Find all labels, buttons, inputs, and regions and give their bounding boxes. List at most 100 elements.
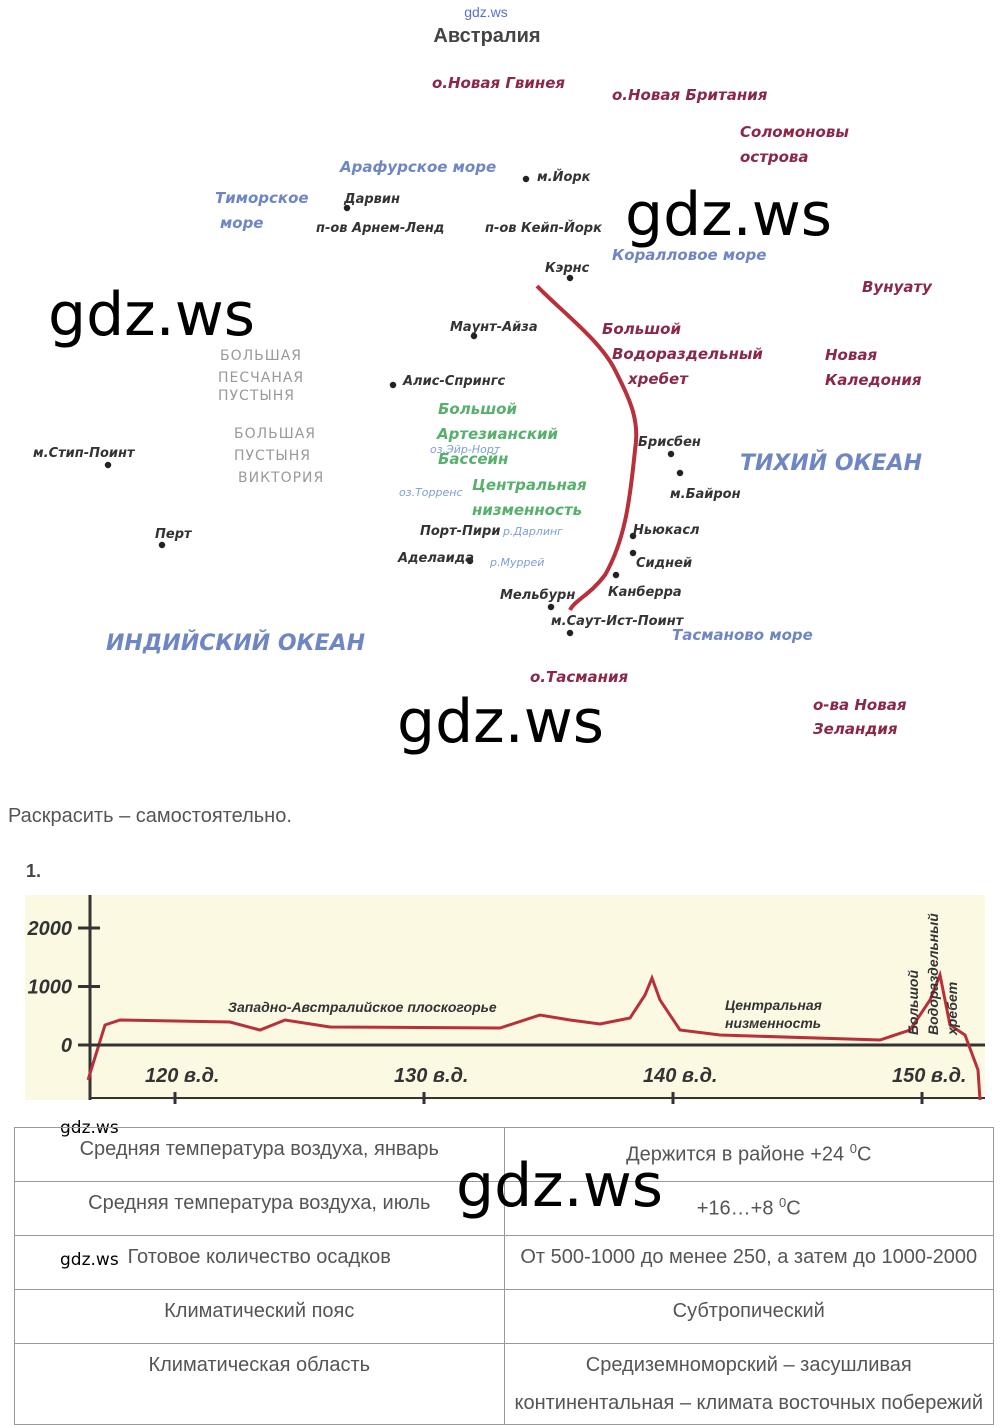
cell-line: континентальная – климата восточных побе…: [509, 1384, 990, 1422]
map-label: Водораздельный: [612, 345, 763, 363]
map-label: Зеландия: [813, 720, 898, 738]
map-label: Каледония: [825, 371, 922, 389]
city-dot: [628, 548, 638, 558]
cell: Держится в районе +24 0С: [503, 1127, 994, 1182]
map-label: низменность: [472, 501, 582, 519]
x-tick-label: 120 в.д.: [145, 1065, 219, 1087]
profile-label: Западно-Австралийское плоскогорье: [228, 999, 497, 1015]
cell-text: От 500-1000 до менее 250, а затем до 100…: [520, 1246, 978, 1268]
city-dot: [628, 531, 638, 541]
map-label: о.Тасмания: [530, 668, 629, 686]
map-label: Большой: [602, 320, 681, 338]
cell-text: Средняя температура воздуха, июль: [88, 1192, 431, 1214]
row: Готовое количество осадков От 500-1000 до…: [14, 1235, 994, 1290]
map-label: п-ов Кейп-Йорк: [485, 220, 603, 236]
cell-line: Субтропический: [509, 1292, 990, 1330]
cell: Субтропический: [503, 1289, 994, 1344]
map-label: ИНДИЙСКИЙ ОКЕАН: [106, 630, 365, 656]
city-dot: [469, 331, 479, 341]
watermark: gdz.ws: [48, 280, 255, 350]
map-label: острова: [740, 148, 809, 166]
map-label: м.Саут-Ист-Поинт: [551, 614, 685, 629]
task-number: 1.: [26, 861, 41, 881]
map-label: БОЛЬШАЯ: [220, 348, 302, 364]
watermark: gdz.ws: [397, 687, 604, 757]
map-label: Арафурское море: [339, 158, 496, 176]
cell-text: Климатический пояс: [164, 1300, 355, 1322]
cell-text: Климатическая область: [148, 1354, 371, 1376]
map-label: Маунт-Айза: [450, 320, 538, 335]
city-dot: [565, 628, 575, 638]
map-label: Кэрнс: [545, 261, 590, 276]
city-dot: [521, 174, 531, 184]
map-label: о.Новая Гвинея: [432, 74, 565, 92]
map-label: Коралловое море: [612, 246, 766, 264]
cell-line: +16…+8 0С: [509, 1184, 990, 1228]
cell-text: Субтропический: [672, 1300, 825, 1322]
map-label: ПУСТЫНЯ: [234, 448, 311, 464]
y-tick-label: 2000: [27, 918, 73, 940]
y-tick-label: 0: [61, 1035, 72, 1057]
map: о.Новая Гвинея о.Новая Британия Соломоновы…: [33, 74, 933, 738]
row: Климатическая область Средиземноморский –…: [14, 1343, 994, 1425]
row: Средняя температура воздуха, июль +16…+8 …: [14, 1181, 994, 1236]
map-label: Порт-Пири: [420, 524, 500, 539]
city-dot: [342, 203, 352, 213]
city-dot: [546, 602, 556, 612]
map-label: Артезианский: [436, 425, 559, 443]
map-label: Большой: [438, 400, 517, 418]
cell-line: Климатическая область: [19, 1346, 500, 1384]
climate-table: Средняя температура воздуха, январь Держи…: [14, 1127, 994, 1425]
site-link[interactable]: gdz.ws: [464, 4, 508, 20]
profile-label: Центральная: [725, 997, 822, 1013]
cell-line: Средняя температура воздуха, июль: [19, 1184, 500, 1222]
cell-line: Держится в районе +24 0С: [509, 1130, 990, 1174]
superscript: 0: [779, 1195, 787, 1210]
city-dot: [388, 380, 398, 390]
superscript: 0: [849, 1141, 857, 1156]
cell-text: С: [856, 1143, 872, 1166]
map-label: море: [220, 214, 263, 232]
map-label: оз.Эйр-Норт: [430, 443, 501, 456]
map-label: Перт: [155, 527, 193, 542]
row: Средняя температура воздуха, январь Держи…: [14, 1127, 994, 1182]
cell-line: Готовое количество осадков: [19, 1238, 500, 1276]
row: Климатический пояс Субтропический: [14, 1289, 994, 1344]
map-label: Канберра: [608, 585, 682, 600]
cell: От 500-1000 до менее 250, а затем до 100…: [503, 1235, 994, 1290]
instruction: Раскрасить – самостоятельно.: [8, 805, 292, 827]
cell-text: Держится в районе +24: [626, 1143, 850, 1166]
elevation-profile: [86, 969, 982, 1101]
city-dot: [157, 540, 167, 550]
map-label: Центральная: [472, 476, 587, 494]
city-dot: [465, 556, 475, 566]
city-dot: [565, 273, 575, 283]
profile-label: Водораздельный: [925, 913, 941, 1035]
x-tick-label: 140 в.д.: [643, 1065, 717, 1087]
cell-line: Средиземноморский – засушливая: [509, 1346, 990, 1384]
map-label: Дарвин: [343, 192, 400, 207]
city-dot: [675, 468, 685, 478]
map-label: Бассейн: [438, 450, 508, 468]
x-tick-label: 130 в.д.: [394, 1065, 468, 1087]
cell-line: Средняя температура воздуха, январь: [19, 1130, 500, 1168]
cell-line: От 500-1000 до менее 250, а затем до 100…: [509, 1238, 990, 1276]
map-label: Тасманово море: [672, 626, 813, 644]
cell-text: С: [786, 1197, 801, 1220]
map-label: Мельбурн: [500, 588, 575, 603]
map-label: р.Дарлинг: [502, 525, 563, 538]
map-label: ВИКТОРИЯ: [238, 470, 324, 486]
cell: Готовое количество осадков: [14, 1235, 505, 1290]
map-label: Сидней: [636, 556, 692, 571]
cell: Климатический пояс: [14, 1289, 505, 1344]
map-label: ПЕСЧАНАЯ: [218, 370, 304, 386]
map-label: о-ва Новая: [813, 696, 907, 714]
map-label: о.Новая Британия: [612, 86, 768, 104]
y-tick-label: 1000: [28, 977, 73, 999]
map-label: хребет: [627, 370, 689, 388]
cell-text: континентальная – климата восточных побе…: [514, 1392, 984, 1414]
map-label: м.Йорк: [537, 169, 592, 185]
profile-bg: [25, 895, 985, 1100]
cell: Климатическая область: [14, 1343, 505, 1425]
